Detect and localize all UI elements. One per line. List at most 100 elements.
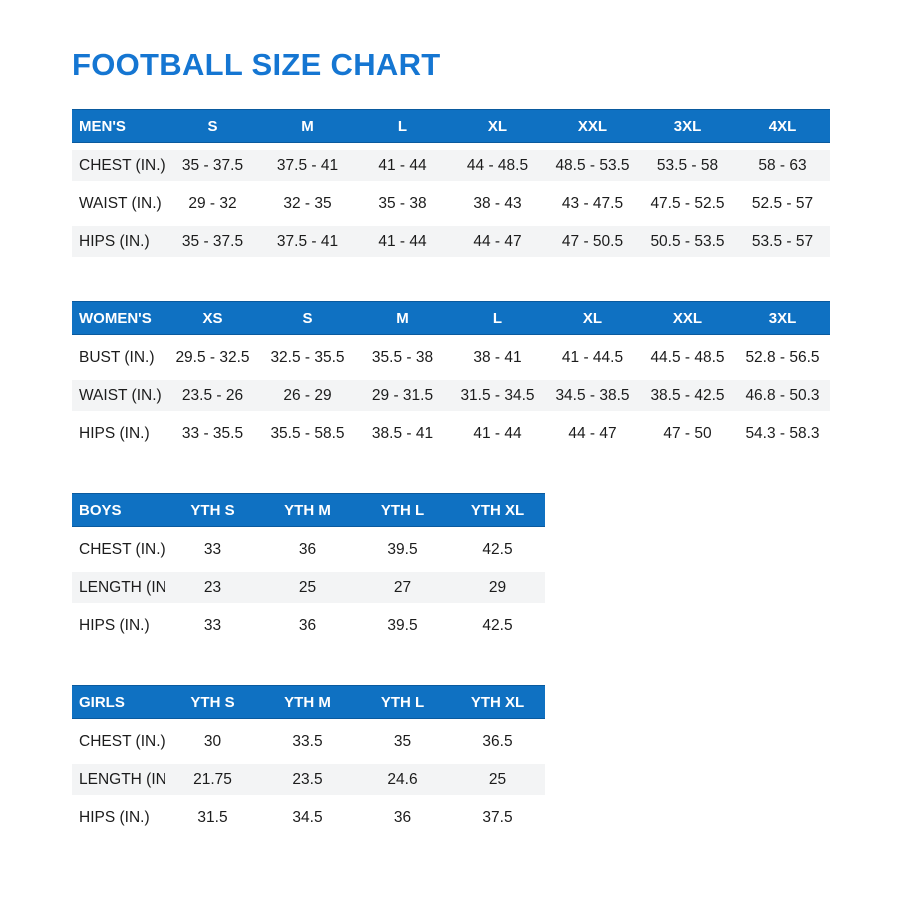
row-label-cell: CHEST (IN.) [72, 150, 165, 181]
table-name-cell: BOYS [72, 493, 165, 527]
size-column-header: XL [545, 301, 640, 335]
header-row: GIRLS YTH S YTH M YTH L YTH XL [72, 685, 545, 719]
row-label-cell: CHEST (IN.) [72, 534, 165, 565]
size-table-girls: GIRLS YTH S YTH M YTH L YTH XL CHEST (IN.) 30 3… [72, 678, 545, 840]
value-cell: 37.5 [450, 802, 545, 833]
value-cell: 33.5 [260, 726, 355, 757]
value-cell: 39.5 [355, 534, 450, 565]
value-cell: 52.5 - 57 [735, 188, 830, 219]
header-row: MEN'S S M L XL XXL 3XL 4XL [72, 109, 830, 143]
value-cell: 47 - 50 [640, 418, 735, 449]
value-cell: 48.5 - 53.5 [545, 150, 640, 181]
size-column-header: YTH S [165, 493, 260, 527]
value-cell: 30 [165, 726, 260, 757]
value-cell: 32 - 35 [260, 188, 355, 219]
value-cell: 44 - 47 [450, 226, 545, 257]
value-cell: 23.5 - 26 [165, 380, 260, 411]
row-label-cell: WAIST (IN.) [72, 380, 165, 411]
value-cell: 52.8 - 56.5 [735, 342, 830, 373]
value-cell: 50.5 - 53.5 [640, 226, 735, 257]
value-cell: 46.8 - 50.3 [735, 380, 830, 411]
size-column-header: YTH XL [450, 493, 545, 527]
value-cell: 27 [355, 572, 450, 603]
table-row: HIPS (IN.) 35 - 37.5 37.5 - 41 41 - 44 44 - … [72, 226, 830, 257]
table-row: HIPS (IN.) 33 - 35.5 35.5 - 58.5 38.5 - 41 4… [72, 418, 830, 449]
size-column-header: 3XL [640, 109, 735, 143]
table-row: BUST (IN.) 29.5 - 32.5 32.5 - 35.5 35.5 - 3… [72, 342, 830, 373]
header-row: WOMEN'S XS S M L XL XXL 3XL [72, 301, 830, 335]
size-column-header: XXL [640, 301, 735, 335]
page-title: FOOTBALL SIZE CHART [72, 47, 441, 82]
row-label-cell: HIPS (IN.) [72, 610, 165, 641]
value-cell: 24.6 [355, 764, 450, 795]
row-label-cell: CHEST (IN.) [72, 726, 165, 757]
row-label-cell: HIPS (IN.) [72, 226, 165, 257]
value-cell: 37.5 - 41 [260, 226, 355, 257]
table-row: CHEST (IN.) 33 36 39.5 42.5 [72, 534, 545, 565]
row-label-cell: LENGTH (IN.) [72, 764, 165, 795]
row-label-cell: WAIST (IN.) [72, 188, 165, 219]
table-row: HIPS (IN.) 33 36 39.5 42.5 [72, 610, 545, 641]
size-column-header: XXL [545, 109, 640, 143]
value-cell: 41 - 44 [355, 150, 450, 181]
table-row: HIPS (IN.) 31.5 34.5 36 37.5 [72, 802, 545, 833]
value-cell: 44 - 48.5 [450, 150, 545, 181]
value-cell: 58 - 63 [735, 150, 830, 181]
value-cell: 36 [260, 610, 355, 641]
value-cell: 25 [260, 572, 355, 603]
value-cell: 35 [355, 726, 450, 757]
value-cell: 34.5 - 38.5 [545, 380, 640, 411]
value-cell: 41 - 44 [450, 418, 545, 449]
value-cell: 36 [355, 802, 450, 833]
size-tables-container: MEN'S S M L XL XXL 3XL 4XL CHEST (IN.) 35 - 37.5 3… [72, 102, 831, 840]
value-cell: 42.5 [450, 610, 545, 641]
table-name-cell: MEN'S [72, 109, 165, 143]
value-cell: 29 - 31.5 [355, 380, 450, 411]
size-column-header: L [355, 109, 450, 143]
table-name-cell: WOMEN'S [72, 301, 165, 335]
size-column-header: L [450, 301, 545, 335]
value-cell: 35 - 37.5 [165, 150, 260, 181]
table-row: WAIST (IN.) 23.5 - 26 26 - 29 29 - 31.5 31.5… [72, 380, 830, 411]
size-column-header: 3XL [735, 301, 830, 335]
size-column-header: YTH XL [450, 685, 545, 719]
value-cell: 36 [260, 534, 355, 565]
value-cell: 33 - 35.5 [165, 418, 260, 449]
value-cell: 29.5 - 32.5 [165, 342, 260, 373]
size-column-header: YTH M [260, 685, 355, 719]
value-cell: 33 [165, 610, 260, 641]
size-column-header: 4XL [735, 109, 830, 143]
value-cell: 34.5 [260, 802, 355, 833]
value-cell: 37.5 - 41 [260, 150, 355, 181]
value-cell: 47 - 50.5 [545, 226, 640, 257]
row-label-cell: HIPS (IN.) [72, 418, 165, 449]
value-cell: 38.5 - 42.5 [640, 380, 735, 411]
value-cell: 38 - 41 [450, 342, 545, 373]
size-column-header: YTH L [355, 685, 450, 719]
value-cell: 39.5 [355, 610, 450, 641]
value-cell: 53.5 - 57 [735, 226, 830, 257]
size-column-header: YTH M [260, 493, 355, 527]
value-cell: 29 [450, 572, 545, 603]
value-cell: 35.5 - 58.5 [260, 418, 355, 449]
size-column-header: XL [450, 109, 545, 143]
value-cell: 38 - 43 [450, 188, 545, 219]
table-name-cell: GIRLS [72, 685, 165, 719]
size-column-header: M [355, 301, 450, 335]
row-label-cell: LENGTH (IN.) [72, 572, 165, 603]
value-cell: 23.5 [260, 764, 355, 795]
size-column-header: XS [165, 301, 260, 335]
size-table-boys: BOYS YTH S YTH M YTH L YTH XL CHEST (IN.) 33 36… [72, 486, 545, 648]
size-column-header: S [165, 109, 260, 143]
row-label-cell: BUST (IN.) [72, 342, 165, 373]
value-cell: 29 - 32 [165, 188, 260, 219]
value-cell: 44.5 - 48.5 [640, 342, 735, 373]
value-cell: 35.5 - 38 [355, 342, 450, 373]
row-label-cell: HIPS (IN.) [72, 802, 165, 833]
value-cell: 26 - 29 [260, 380, 355, 411]
table-row: WAIST (IN.) 29 - 32 32 - 35 35 - 38 38 - 43 4… [72, 188, 830, 219]
value-cell: 41 - 44.5 [545, 342, 640, 373]
value-cell: 35 - 38 [355, 188, 450, 219]
